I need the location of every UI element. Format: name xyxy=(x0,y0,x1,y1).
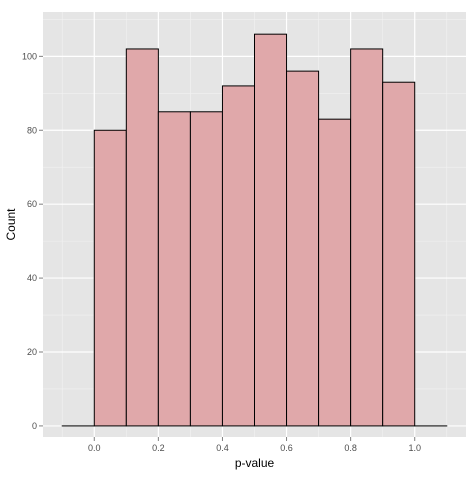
histogram-bar xyxy=(383,82,415,426)
x-axis-title: p-value xyxy=(235,456,275,470)
x-tick-label: 0.6 xyxy=(280,443,293,453)
y-tick-label: 80 xyxy=(27,125,37,135)
x-tick-label: 0.8 xyxy=(344,443,357,453)
histogram-bar xyxy=(287,71,319,426)
x-axis-ticks: 0.0 0.2 0.4 0.6 0.8 1.0 xyxy=(88,437,421,453)
histogram-bar xyxy=(319,119,351,426)
x-tick-label: 0.2 xyxy=(152,443,165,453)
histogram-bar xyxy=(126,49,158,426)
y-tick-label: 40 xyxy=(27,273,37,283)
x-tick-label: 0.4 xyxy=(216,443,229,453)
histogram-bar xyxy=(158,112,190,426)
x-tick-label: 1.0 xyxy=(408,443,421,453)
y-tick-label: 20 xyxy=(27,347,37,357)
y-tick-label: 0 xyxy=(32,421,37,431)
histogram-bar xyxy=(222,86,254,426)
histogram-bar xyxy=(351,49,383,426)
y-axis-title: Count xyxy=(4,208,18,241)
histogram-bar xyxy=(255,34,287,426)
x-tick-label: 0.0 xyxy=(88,443,101,453)
y-tick-label: 60 xyxy=(27,199,37,209)
y-tick-label: 100 xyxy=(22,51,37,61)
histogram-bar xyxy=(94,130,126,426)
histogram-bar xyxy=(190,112,222,426)
y-axis-ticks: 0 20 40 60 80 100 xyxy=(22,51,43,431)
